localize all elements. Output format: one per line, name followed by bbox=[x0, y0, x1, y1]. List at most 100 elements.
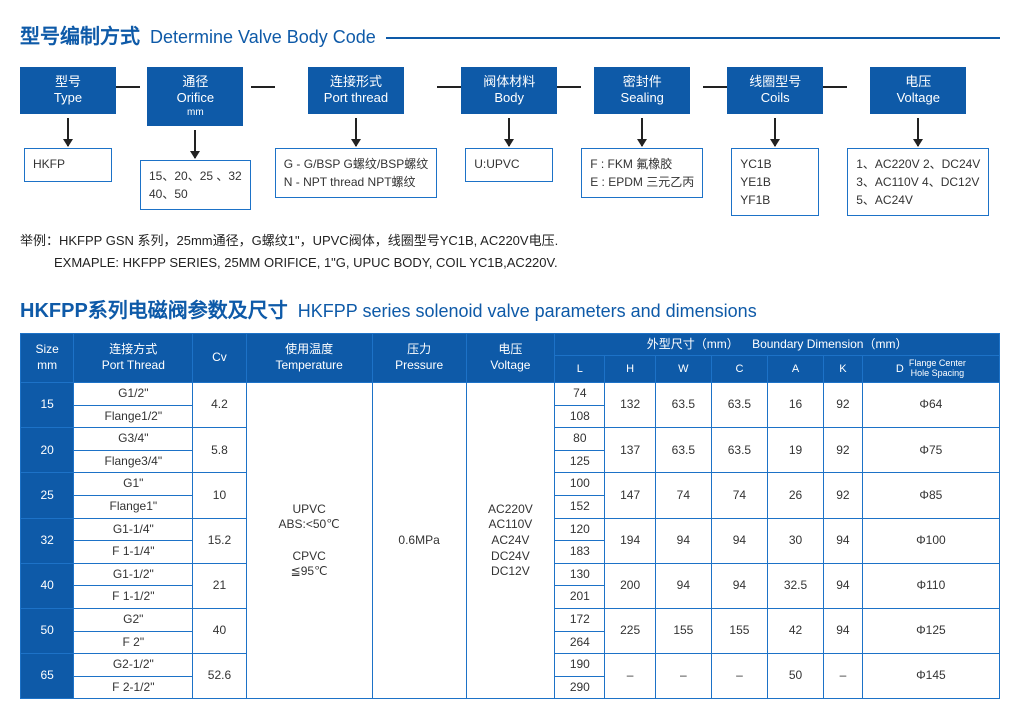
parameters-table: Size mm 连接方式 Port Thread Cv 使用温度 Tempera… bbox=[20, 333, 1000, 700]
cell-cv: 15.2 bbox=[193, 518, 246, 563]
cell-C: 155 bbox=[711, 609, 767, 654]
section1-title-zh: 型号编制方式 bbox=[20, 20, 140, 49]
th-H: H bbox=[605, 356, 655, 383]
cell-W: – bbox=[655, 654, 711, 699]
cell-port-thread: G1" bbox=[74, 473, 193, 496]
cell-size: 15 bbox=[21, 383, 74, 428]
connector-line bbox=[557, 86, 581, 88]
cell-H: 147 bbox=[605, 473, 655, 518]
cell-port-thread: G2" bbox=[74, 609, 193, 632]
th-A: A bbox=[767, 356, 823, 383]
cell-cv: 10 bbox=[193, 473, 246, 518]
cell-K: 92 bbox=[824, 473, 863, 518]
cell-D: Φ110 bbox=[862, 563, 999, 608]
cell-port-thread: G3/4" bbox=[74, 428, 193, 451]
cell-K: 92 bbox=[824, 428, 863, 473]
section1-title-en: Determine Valve Body Code bbox=[150, 27, 376, 48]
cell-L: 152 bbox=[555, 496, 605, 519]
th-cv: Cv bbox=[193, 333, 246, 382]
cell-C: 63.5 bbox=[711, 383, 767, 428]
flow-col: 密封件Sealing F : FKM 氟橡胶 E : EPDM 三元乙丙 bbox=[581, 67, 703, 198]
cell-K: 94 bbox=[824, 518, 863, 563]
cell-W: 155 bbox=[655, 609, 711, 654]
cell-L: 290 bbox=[555, 676, 605, 699]
flow-header-box: 阀体材料Body bbox=[461, 67, 557, 114]
cell-size: 40 bbox=[21, 563, 74, 608]
cell-A: 26 bbox=[767, 473, 823, 518]
cell-cv: 4.2 bbox=[193, 383, 246, 428]
th-C: C bbox=[711, 356, 767, 383]
flow-connector bbox=[557, 67, 581, 107]
flow-col: 电压Voltage 1、AC220V 2、DC24V 3、AC110V 4、DC1… bbox=[847, 67, 989, 216]
cell-K: 92 bbox=[824, 383, 863, 428]
flow-header-box: 密封件Sealing bbox=[594, 67, 690, 114]
cell-H: 194 bbox=[605, 518, 655, 563]
cell-size: 50 bbox=[21, 609, 74, 654]
cell-C: 74 bbox=[711, 473, 767, 518]
cell-K: 94 bbox=[824, 609, 863, 654]
arrow-down-icon bbox=[355, 118, 357, 146]
flow-options-box: G - G/BSP G螺纹/BSP螺纹 N - NPT thread NPT螺纹 bbox=[275, 148, 437, 198]
flow-connector bbox=[823, 67, 847, 107]
flow-col: 连接形式Port thread G - G/BSP G螺纹/BSP螺纹 N - N… bbox=[275, 67, 437, 198]
flow-header-box: 连接形式Port thread bbox=[308, 67, 404, 114]
arrow-down-icon bbox=[508, 118, 510, 146]
cell-H: – bbox=[605, 654, 655, 699]
cell-cv: 52.6 bbox=[193, 654, 246, 699]
cell-W: 94 bbox=[655, 518, 711, 563]
cell-port-thread: G2-1/2" bbox=[74, 654, 193, 677]
cell-pressure: 0.6MPa bbox=[372, 383, 466, 699]
connector-line bbox=[437, 86, 461, 88]
flow-connector bbox=[437, 67, 461, 107]
cell-port-thread: Flange1" bbox=[74, 496, 193, 519]
cell-L: 74 bbox=[555, 383, 605, 406]
cell-H: 200 bbox=[605, 563, 655, 608]
cell-size: 20 bbox=[21, 428, 74, 473]
flow-connector bbox=[251, 67, 275, 107]
cell-A: 50 bbox=[767, 654, 823, 699]
cell-L: 125 bbox=[555, 450, 605, 473]
arrow-down-icon bbox=[641, 118, 643, 146]
cell-port-thread: Flange3/4" bbox=[74, 450, 193, 473]
table-row: 15G1/2"4.2UPVC ABS:<50℃ CPVC ≦95℃0.6MPaA… bbox=[21, 383, 1000, 406]
cell-W: 63.5 bbox=[655, 383, 711, 428]
cell-W: 63.5 bbox=[655, 428, 711, 473]
cell-size: 25 bbox=[21, 473, 74, 518]
cell-L: 130 bbox=[555, 563, 605, 586]
cell-W: 74 bbox=[655, 473, 711, 518]
th-boundary: 外型尺寸（mm） Boundary Dimension（mm） bbox=[555, 333, 1000, 356]
cell-L: 264 bbox=[555, 631, 605, 654]
cell-D: Φ75 bbox=[862, 428, 999, 473]
flow-header-box: 型号Type bbox=[20, 67, 116, 114]
example-en: EXMAPLE: HKFPP SERIES, 25MM ORIFICE, 1"G… bbox=[20, 252, 1000, 274]
flow-options-box: HKFP bbox=[24, 148, 112, 182]
cell-D: Φ64 bbox=[862, 383, 999, 428]
cell-A: 30 bbox=[767, 518, 823, 563]
flow-header-box: 线圈型号Coils bbox=[727, 67, 823, 114]
flow-options-box: F : FKM 氟橡胶 E : EPDM 三元乙丙 bbox=[581, 148, 703, 198]
cell-port-thread: F 2-1/2" bbox=[74, 676, 193, 699]
cell-L: 120 bbox=[555, 518, 605, 541]
th-W: W bbox=[655, 356, 711, 383]
cell-port-thread: Flange1/2" bbox=[74, 405, 193, 428]
cell-voltage: AC220V AC110V AC24V DC24V DC12V bbox=[466, 383, 555, 699]
flow-options-box: 1、AC220V 2、DC24V 3、AC110V 4、DC12V 5、AC24… bbox=[847, 148, 989, 216]
example-zh: 举例：HKFPP GSN 系列，25mm通径，G螺纹1"，UPVC阀体，线圈型号… bbox=[20, 230, 1000, 252]
connector-line bbox=[823, 86, 847, 88]
cell-D: Φ125 bbox=[862, 609, 999, 654]
th-temperature: 使用温度 Temperature bbox=[246, 333, 372, 382]
section1-title: 型号编制方式 Determine Valve Body Code bbox=[20, 20, 1000, 49]
section2-title-en: HKFPP series solenoid valve parameters a… bbox=[298, 301, 757, 322]
th-voltage: 电压 Voltage bbox=[466, 333, 555, 382]
flow-header-box: 电压Voltage bbox=[870, 67, 966, 114]
flow-col: 型号Type HKFP bbox=[20, 67, 116, 182]
cell-L: 190 bbox=[555, 654, 605, 677]
cell-port-thread: G1-1/2" bbox=[74, 563, 193, 586]
code-flow-diagram: 型号TypeHKFP通径Orificemm15、20、25 、32 40、50连… bbox=[20, 67, 1000, 216]
th-pressure: 压力 Pressure bbox=[372, 333, 466, 382]
section2-title-zh: HKFPP系列电磁阀参数及尺寸 bbox=[20, 294, 288, 323]
cell-C: 94 bbox=[711, 518, 767, 563]
cell-K: 94 bbox=[824, 563, 863, 608]
flow-col: 线圈型号CoilsYC1B YE1B YF1B bbox=[727, 67, 823, 216]
cell-A: 42 bbox=[767, 609, 823, 654]
